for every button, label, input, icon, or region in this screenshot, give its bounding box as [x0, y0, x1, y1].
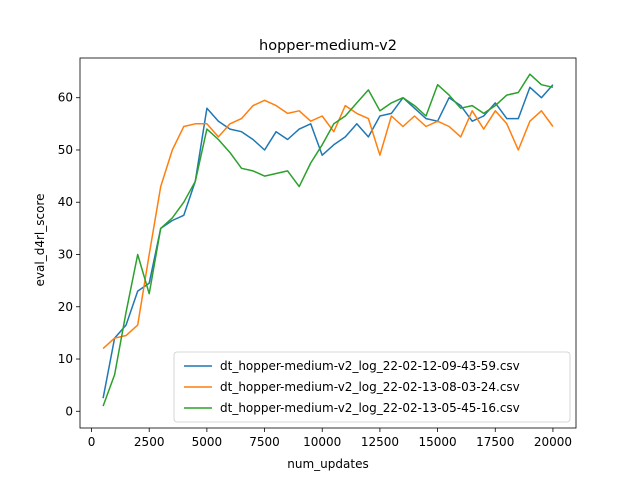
x-tick-label-6: 15000	[418, 435, 456, 449]
legend: dt_hopper-medium-v2_log_22-02-12-09-43-5…	[173, 351, 571, 423]
x-axis-label: num_updates	[287, 457, 368, 471]
y-tick-label-3: 30	[58, 247, 73, 261]
x-axis: 0 2500 5000 7500 10000 12500 15000 17500 20000	[88, 428, 572, 449]
x-tick-label-5: 12500	[361, 435, 399, 449]
legend-label-0: dt_hopper-medium-v2_log_22-02-12-09-43-5…	[220, 359, 520, 373]
x-tick-label-2: 5000	[192, 435, 223, 449]
y-tick-label-4: 40	[58, 195, 73, 209]
y-axis: 0 10 20 30 40 50 60	[58, 91, 80, 418]
y-tick-label-5: 50	[58, 143, 73, 157]
legend-box	[173, 351, 571, 423]
y-tick-label-2: 20	[58, 300, 73, 314]
plot-frame	[79, 57, 577, 429]
x-tick-label-1: 2500	[134, 435, 165, 449]
y-tick-label-0: 0	[65, 404, 73, 418]
y-tick-label-6: 60	[58, 91, 73, 105]
x-tick-label-7: 17500	[476, 435, 514, 449]
chart-title: hopper-medium-v2	[259, 38, 397, 54]
series-line-1	[102, 99, 554, 350]
plot-area	[102, 73, 554, 407]
legend-label-1: dt_hopper-medium-v2_log_22-02-13-08-03-2…	[220, 380, 520, 394]
x-tick-label-4: 10000	[303, 435, 341, 449]
x-tick-label-3: 7500	[249, 435, 280, 449]
series-line-2	[102, 73, 554, 407]
y-axis-label: eval_d4rl_score	[33, 194, 47, 287]
x-tick-label-0: 0	[88, 435, 96, 449]
legend-label-2: dt_hopper-medium-v2_log_22-02-13-05-45-1…	[220, 401, 520, 415]
y-tick-label-1: 10	[58, 352, 73, 366]
x-tick-label-8: 20000	[534, 435, 572, 449]
